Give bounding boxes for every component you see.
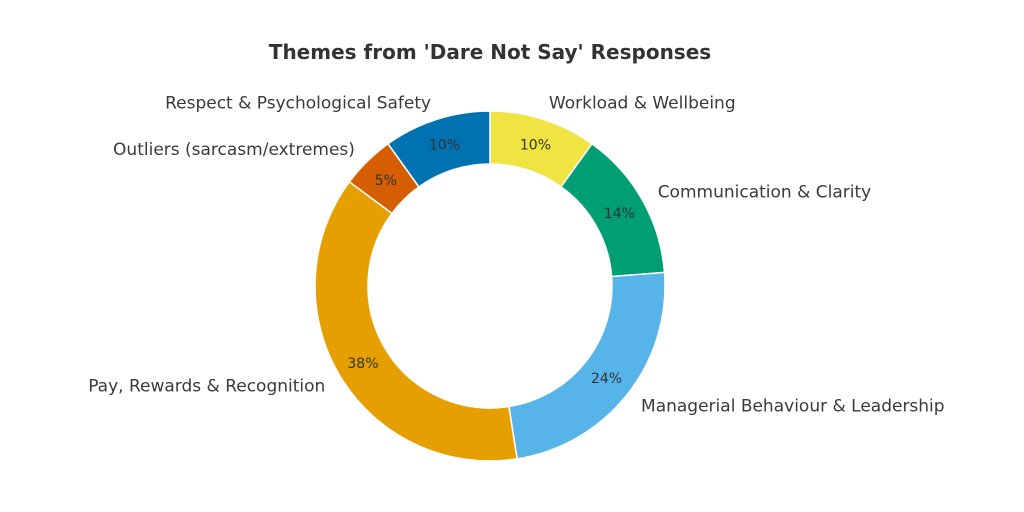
slice-5 [386,110,491,188]
slice-category-label-5: Respect & Psychological Safety [165,94,431,114]
slice-category-label-2: Managerial Behaviour & Leadership [641,396,945,416]
slice-pct-label-0: 10% [520,138,551,154]
slice-pct-label-1: 14% [604,206,635,222]
slice-category-label-3: Pay, Rewards & Recognition [88,377,325,397]
slices-group [314,110,666,462]
slice-2 [508,271,666,460]
slice-pct-label-5: 10% [429,138,460,154]
slice-pct-label-4: 5% [375,173,397,189]
chart-title: Themes from 'Dare Not Say' Responses [269,40,711,64]
slice-3 [314,180,518,462]
slice-pct-label-2: 24% [591,371,622,387]
slice-category-label-0: Workload & Wellbeing [549,94,736,114]
slice-category-label-1: Communication & Clarity [658,182,872,202]
slice-category-label-4: Outliers (sarcasm/extremes) [113,140,355,160]
slice-pct-label-3: 38% [347,356,378,372]
labels-group: 10% Workload & Wellbeing 14% Communication … [88,94,944,417]
